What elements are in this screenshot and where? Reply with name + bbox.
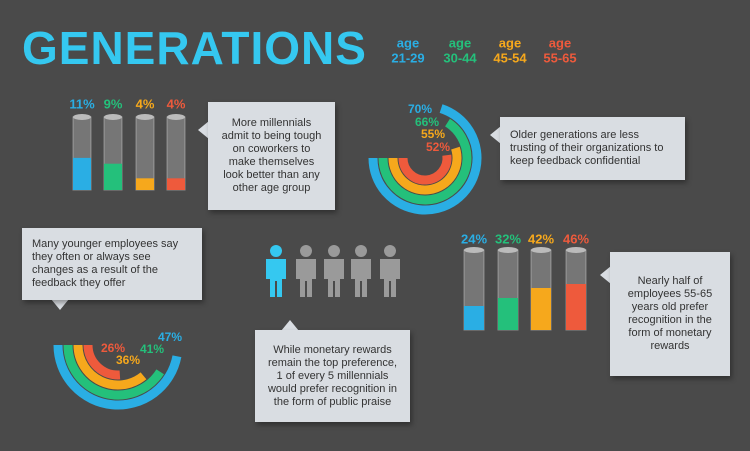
legend-label: age: [449, 35, 471, 50]
callout-text: Nearly half of employees 55-65 years old…: [610, 252, 730, 376]
value-label: 41%: [140, 342, 164, 356]
arc: [378, 118, 472, 205]
tube-fill: [73, 157, 91, 190]
value-label: 4%: [167, 96, 186, 111]
tube-fill: [498, 298, 518, 330]
tube-fill: [464, 306, 484, 330]
tube-fill: [531, 288, 551, 330]
person-head: [270, 245, 282, 257]
value-label: 11%: [69, 96, 95, 111]
callout-text: Older generations are less trusting of t…: [500, 117, 685, 180]
arc: [83, 344, 121, 380]
person-head: [328, 245, 340, 257]
value-label: 70%: [408, 102, 432, 116]
legend-range: 30-44: [443, 50, 477, 65]
value-label: 32%: [495, 231, 521, 246]
tube-cap: [566, 247, 586, 253]
value-label: 42%: [528, 231, 554, 246]
value-label: 24%: [461, 231, 487, 246]
legend-range: 55-65: [543, 50, 576, 65]
person-body: [296, 259, 316, 297]
callout-text: While monetary rewards remain the top pr…: [255, 330, 410, 422]
callout-text: Many younger employees say they often or…: [22, 228, 202, 300]
value-label: 4%: [136, 96, 155, 111]
tube-fill: [136, 178, 154, 190]
person-body: [324, 259, 344, 297]
arc: [73, 344, 147, 390]
value-label: 55%: [421, 127, 445, 141]
arc: [368, 104, 482, 215]
callout-pointer: [600, 266, 611, 284]
legend-range: 21-29: [391, 50, 424, 65]
arc: [53, 344, 182, 410]
arc: [388, 146, 462, 195]
callout-pointer: [51, 299, 69, 310]
tube-cap: [136, 114, 154, 120]
tube-cap: [498, 247, 518, 253]
value-label: 46%: [563, 231, 589, 246]
value-label: 47%: [158, 330, 182, 344]
person-head: [300, 245, 312, 257]
arc: [398, 154, 452, 185]
person-head: [355, 245, 367, 257]
person-body: [380, 259, 400, 297]
legend-label: age: [397, 35, 419, 50]
tube-cap: [73, 114, 91, 120]
person-head: [384, 245, 396, 257]
tube-cap: [167, 114, 185, 120]
value-label: 9%: [104, 96, 123, 111]
tube-fill: [167, 178, 185, 190]
value-label: 26%: [101, 341, 125, 355]
title: GENERATIONS: [22, 22, 367, 74]
value-label: 52%: [426, 140, 450, 154]
person-body: [351, 259, 371, 297]
value-label: 66%: [415, 115, 439, 129]
callout-pointer: [281, 320, 299, 331]
arc: [63, 344, 165, 400]
person-body: [266, 259, 286, 297]
callout-pointer: [198, 121, 209, 139]
legend-label: age: [499, 35, 521, 50]
value-label: 36%: [116, 353, 140, 367]
tube-cap: [464, 247, 484, 253]
tube-cap: [104, 114, 122, 120]
legend-range: 45-54: [493, 50, 527, 65]
callout-pointer: [490, 126, 501, 144]
callout-text: More millennials admit to being tough on…: [208, 102, 335, 210]
tube-cap: [531, 247, 551, 253]
tube-fill: [104, 163, 122, 190]
legend-label: age: [549, 35, 571, 50]
tube-fill: [566, 284, 586, 330]
